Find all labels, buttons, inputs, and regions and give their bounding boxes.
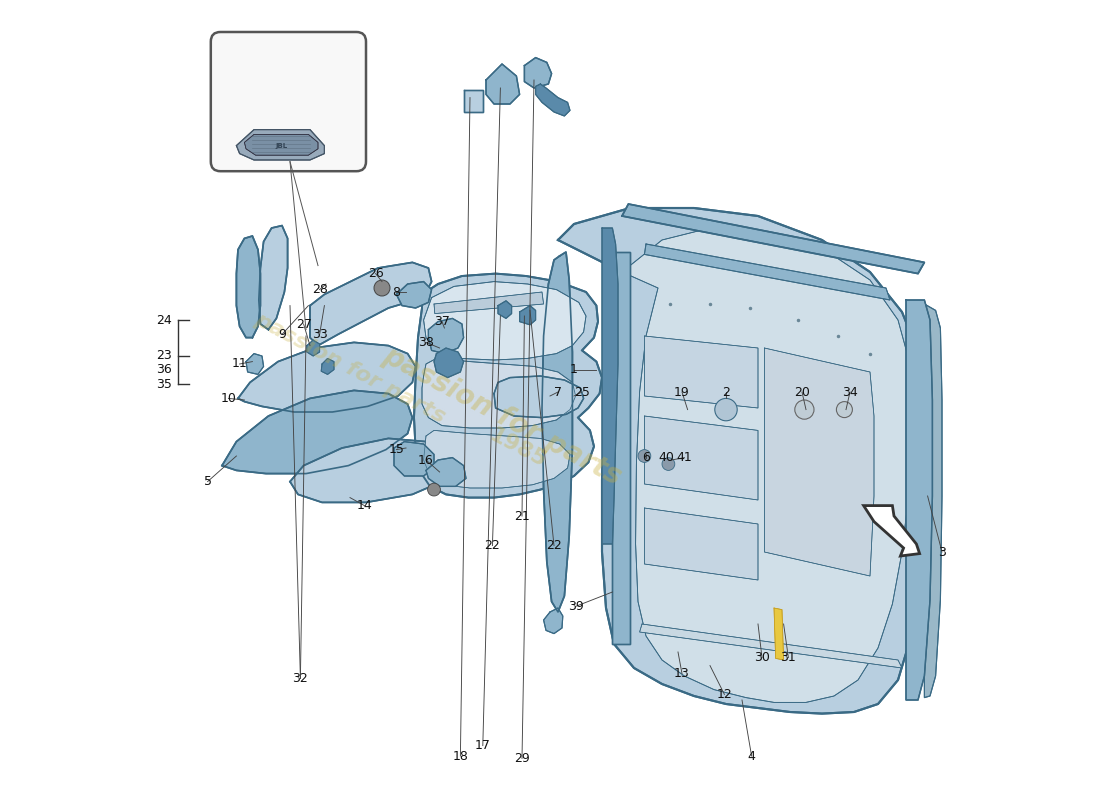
Polygon shape [542, 252, 572, 612]
Circle shape [662, 458, 674, 470]
Polygon shape [434, 292, 543, 314]
FancyBboxPatch shape [211, 32, 366, 171]
Text: 41: 41 [676, 451, 692, 464]
Text: 2: 2 [722, 386, 730, 398]
Polygon shape [258, 226, 287, 330]
Text: passion for parts: passion for parts [251, 309, 449, 427]
Polygon shape [519, 306, 536, 325]
Polygon shape [621, 228, 914, 702]
Text: 16: 16 [418, 454, 433, 466]
Text: 9: 9 [278, 328, 286, 341]
Text: JBL: JBL [275, 142, 287, 149]
Circle shape [836, 402, 852, 418]
Polygon shape [645, 244, 890, 300]
Polygon shape [424, 430, 570, 488]
Polygon shape [906, 300, 933, 700]
Text: 4: 4 [748, 750, 756, 762]
Text: 35: 35 [156, 378, 173, 390]
Circle shape [795, 400, 814, 419]
Polygon shape [525, 58, 551, 88]
Polygon shape [222, 390, 412, 474]
Circle shape [428, 483, 440, 496]
Polygon shape [864, 506, 920, 556]
Text: 14: 14 [356, 499, 372, 512]
Text: 26: 26 [367, 267, 384, 280]
Text: 20: 20 [794, 386, 810, 398]
Polygon shape [394, 442, 435, 476]
Polygon shape [290, 438, 450, 502]
Polygon shape [543, 608, 563, 634]
Polygon shape [428, 318, 463, 354]
Polygon shape [238, 342, 416, 412]
Text: 17: 17 [475, 739, 491, 752]
Text: 7: 7 [554, 386, 562, 398]
Text: 39: 39 [568, 600, 583, 613]
Text: 15: 15 [388, 443, 405, 456]
Polygon shape [434, 348, 463, 378]
Polygon shape [414, 274, 602, 498]
Text: 12: 12 [716, 688, 733, 701]
Text: 19: 19 [674, 386, 690, 398]
Text: 23: 23 [156, 350, 173, 362]
Text: 11: 11 [232, 358, 248, 370]
Polygon shape [645, 416, 758, 500]
Text: 22: 22 [484, 539, 500, 552]
Polygon shape [924, 304, 942, 698]
Text: 29: 29 [514, 752, 530, 765]
Text: 13: 13 [674, 667, 690, 680]
Polygon shape [236, 236, 261, 338]
Circle shape [638, 450, 651, 462]
Text: 37: 37 [434, 315, 450, 328]
Text: 27: 27 [296, 318, 311, 330]
Text: 1985: 1985 [486, 425, 550, 471]
Polygon shape [639, 624, 902, 668]
Polygon shape [244, 134, 318, 155]
Polygon shape [494, 376, 584, 418]
Text: 1: 1 [570, 363, 578, 376]
Polygon shape [774, 608, 783, 660]
Polygon shape [498, 301, 512, 318]
Polygon shape [486, 64, 519, 104]
Polygon shape [558, 208, 922, 714]
Text: 36: 36 [156, 363, 173, 376]
Polygon shape [321, 358, 334, 374]
Text: 22: 22 [546, 539, 562, 552]
Polygon shape [613, 252, 630, 644]
Text: 6: 6 [642, 451, 650, 464]
Text: 34: 34 [843, 386, 858, 398]
Polygon shape [424, 282, 586, 360]
Text: 28: 28 [311, 283, 328, 296]
Text: 5: 5 [204, 475, 211, 488]
Text: 10: 10 [220, 392, 236, 405]
Polygon shape [602, 228, 618, 544]
Text: 38: 38 [418, 336, 433, 349]
Text: 32: 32 [293, 672, 308, 685]
Text: 30: 30 [755, 651, 770, 664]
Text: 31: 31 [781, 651, 796, 664]
Circle shape [374, 280, 390, 296]
Polygon shape [422, 358, 575, 428]
Polygon shape [621, 204, 924, 274]
Polygon shape [764, 348, 875, 576]
Text: passion for parts: passion for parts [378, 341, 626, 491]
Text: 33: 33 [311, 328, 328, 341]
Text: 25: 25 [574, 386, 590, 398]
Text: 3: 3 [938, 546, 946, 558]
Polygon shape [236, 130, 324, 160]
Polygon shape [310, 262, 431, 346]
Text: 18: 18 [452, 750, 469, 762]
Text: 24: 24 [156, 314, 173, 326]
Polygon shape [307, 340, 320, 356]
Text: 40: 40 [658, 451, 674, 464]
Text: 8: 8 [393, 286, 400, 298]
Polygon shape [396, 282, 431, 308]
Polygon shape [464, 90, 483, 112]
Polygon shape [645, 508, 758, 580]
Circle shape [715, 398, 737, 421]
Polygon shape [246, 354, 264, 374]
Text: 21: 21 [514, 510, 530, 522]
Polygon shape [426, 458, 466, 486]
Polygon shape [645, 336, 758, 408]
Polygon shape [536, 84, 570, 116]
